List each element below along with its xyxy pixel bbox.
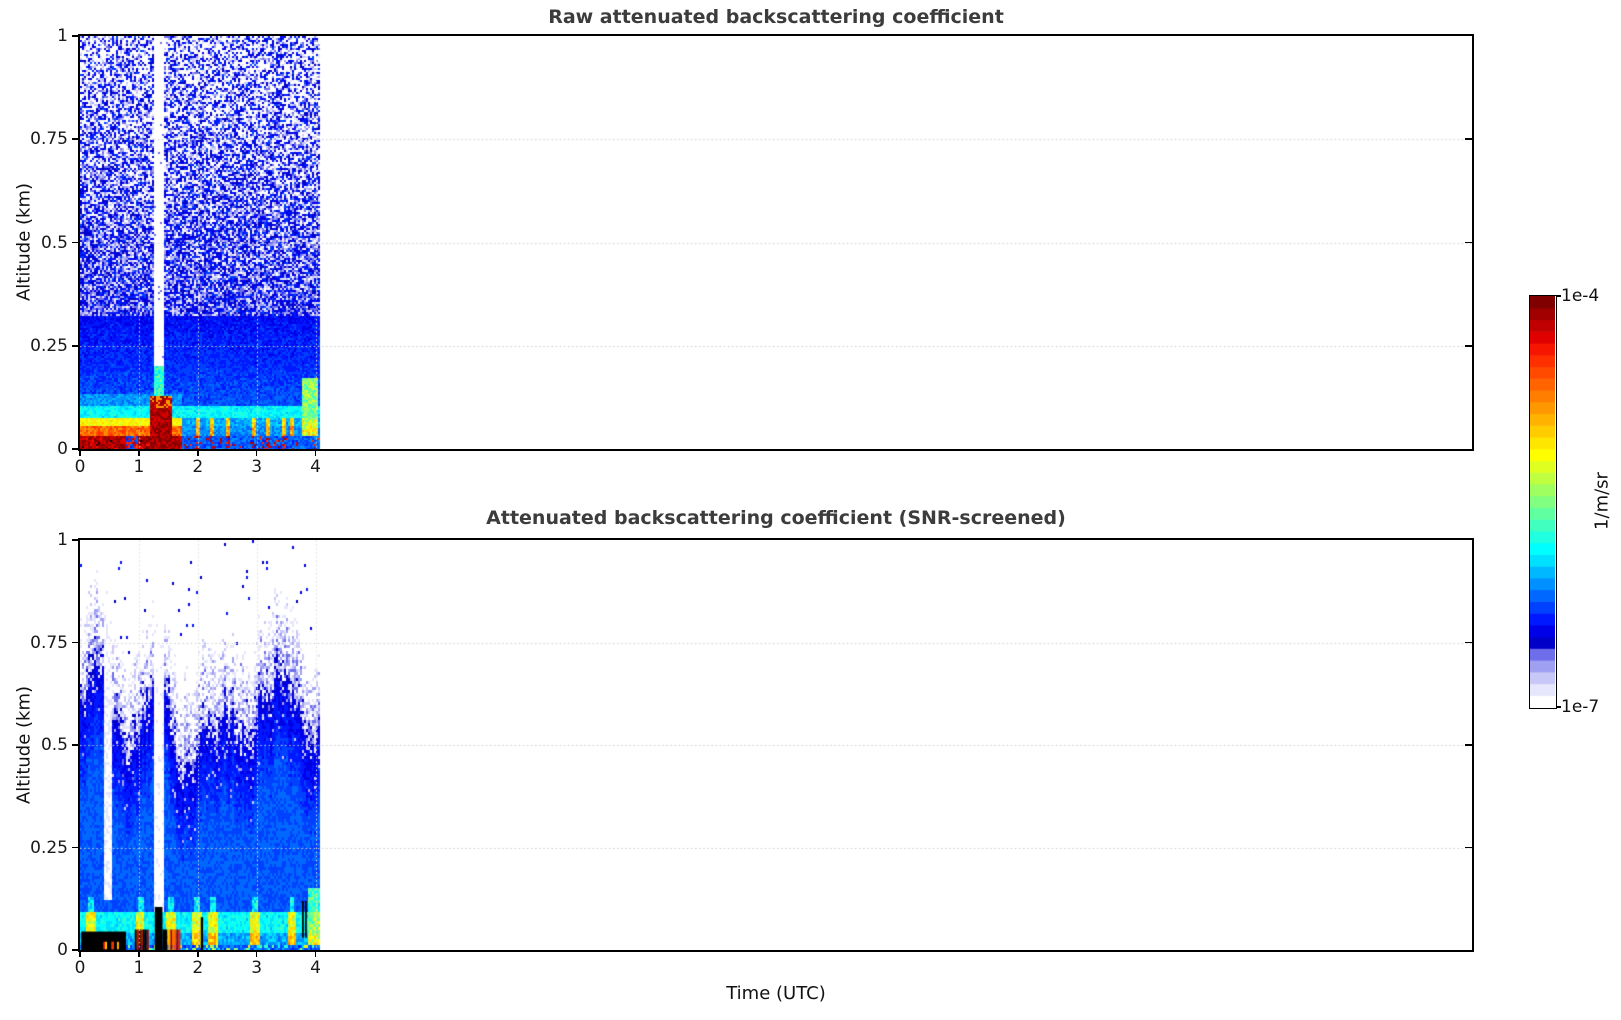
panel2-xtick (79, 951, 81, 957)
panel2-ytick-right (1465, 846, 1472, 849)
panel1-ytick (72, 448, 79, 450)
panel2-xtick (138, 951, 140, 957)
panel2-xtick-label: 1 (133, 958, 145, 978)
panel2-ytick-right (1465, 641, 1472, 644)
panel2-xtick (197, 951, 199, 957)
panel1-xtick-label: 2 (192, 457, 204, 477)
panel1-ytick-right (1465, 241, 1472, 244)
colorbar-max-tick (1556, 295, 1561, 297)
panel2-xtick-label: 4 (310, 958, 321, 978)
panel2-ytick (72, 641, 79, 644)
panel2-xtick-label: 2 (192, 958, 204, 978)
panel1-ytick-label: 0.25 (30, 335, 68, 356)
panel1-xtick (314, 450, 317, 456)
panel2-xtick-label: 3 (251, 958, 263, 978)
colorbar-max-label: 1e-4 (1561, 286, 1600, 306)
panel2-ytick-label: 0.25 (30, 837, 68, 858)
panel2-ytick-right (1465, 744, 1472, 746)
colorbar (1530, 296, 1555, 707)
panel2-heatmap (80, 540, 1472, 950)
panel1-ytick-label: 0.75 (30, 129, 68, 150)
panel2-ytick (72, 539, 79, 541)
panel1-xtick-label: 0 (74, 457, 86, 477)
panel1-xtick (138, 450, 140, 456)
panel2-ytick-label: 1 (57, 530, 68, 550)
panel2-ytick-label: 0.75 (30, 632, 68, 653)
panel2-title: Attenuated backscattering coefficient (S… (486, 507, 1066, 529)
panel2-xtick-label: 0 (74, 958, 86, 978)
panel2-ytick-label: 0 (57, 940, 68, 960)
colorbar-unit-label: 1/m/sr (1591, 472, 1613, 530)
panel1-ytick (72, 344, 79, 347)
panel1-heatmap (80, 36, 1472, 449)
panel2-ytick-label: 0.5 (40, 735, 68, 755)
panel1-ytick-label: 0.5 (40, 232, 68, 253)
panel2-xtick (255, 951, 258, 957)
panel1-ytick-label: 1 (57, 26, 68, 46)
panel1-title: Raw attenuated backscattering coefficien… (548, 6, 1004, 28)
panel1-ytick (72, 241, 79, 244)
panel2-ytick (72, 949, 79, 951)
panel1-ytick-label: 0 (57, 439, 68, 459)
x-axis-label: Time (UTC) (726, 983, 826, 1004)
panel1-xtick-label: 3 (251, 457, 263, 477)
panel1-ytick (72, 35, 79, 37)
colorbar-min-tick (1556, 706, 1561, 708)
panel1-xtick (197, 450, 199, 456)
panel1-xtick (79, 450, 81, 456)
panel1-xtick-label: 4 (310, 457, 321, 477)
panel1-ytick-right (1465, 344, 1472, 347)
panel1-xtick-label: 1 (133, 457, 145, 477)
panel2-xtick (314, 951, 317, 957)
panel1-ytick-right (1465, 138, 1472, 141)
panel2-ytick (72, 744, 79, 746)
colorbar-min-label: 1e-7 (1561, 697, 1600, 717)
panel1-xtick (255, 450, 258, 456)
panel2-ytick (72, 846, 79, 849)
panel1-ytick (72, 138, 79, 141)
